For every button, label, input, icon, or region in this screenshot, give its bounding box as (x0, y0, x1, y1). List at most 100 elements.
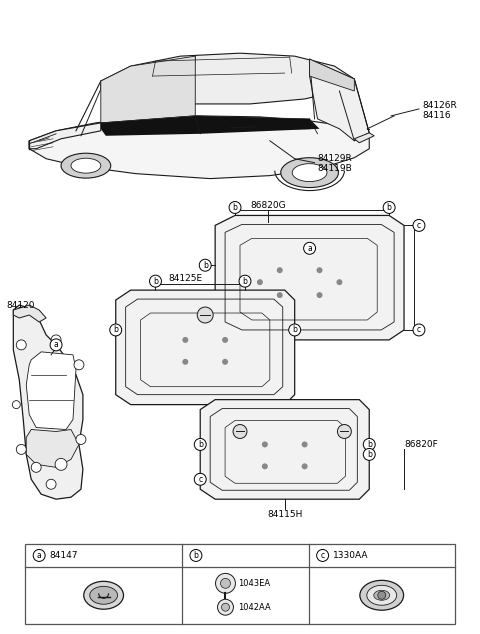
Text: 84120: 84120 (6, 301, 35, 309)
Text: b: b (233, 203, 238, 212)
Polygon shape (29, 123, 101, 149)
Circle shape (55, 458, 67, 470)
Circle shape (363, 448, 375, 460)
Circle shape (413, 324, 425, 336)
Circle shape (337, 425, 351, 439)
Circle shape (182, 337, 188, 343)
Text: 84125E: 84125E (168, 274, 203, 283)
Polygon shape (310, 59, 354, 91)
Circle shape (301, 441, 308, 448)
Circle shape (190, 550, 202, 562)
Polygon shape (29, 116, 369, 179)
Text: b: b (367, 440, 372, 449)
Text: b: b (113, 325, 118, 335)
Circle shape (288, 324, 300, 336)
Text: 1042AA: 1042AA (239, 603, 271, 612)
Ellipse shape (281, 158, 338, 188)
Circle shape (202, 312, 208, 318)
Text: b: b (242, 276, 247, 286)
Polygon shape (101, 53, 354, 104)
Circle shape (76, 434, 86, 444)
Circle shape (199, 259, 211, 271)
Polygon shape (354, 133, 374, 143)
Text: b: b (292, 325, 297, 335)
Text: 1043EA: 1043EA (239, 579, 271, 588)
Text: c: c (321, 551, 324, 560)
Text: a: a (54, 340, 59, 349)
Ellipse shape (374, 590, 390, 600)
Ellipse shape (292, 164, 327, 181)
Circle shape (229, 202, 241, 214)
Circle shape (301, 463, 308, 469)
Circle shape (363, 439, 375, 450)
Circle shape (46, 479, 56, 489)
Circle shape (304, 242, 315, 254)
Text: 86820F: 86820F (404, 440, 438, 449)
Text: 84147: 84147 (49, 551, 78, 560)
Text: b: b (203, 261, 208, 269)
Polygon shape (26, 352, 76, 429)
Ellipse shape (90, 586, 118, 604)
Ellipse shape (61, 153, 111, 178)
Circle shape (221, 603, 229, 611)
Text: b: b (193, 551, 198, 560)
Text: 84129R: 84129R (318, 154, 352, 163)
Circle shape (12, 401, 20, 408)
Polygon shape (101, 56, 195, 123)
Text: a: a (307, 244, 312, 253)
Text: c: c (417, 221, 421, 230)
Circle shape (182, 359, 188, 365)
Circle shape (336, 279, 342, 285)
Polygon shape (13, 305, 46, 322)
Circle shape (110, 324, 122, 336)
Text: c: c (417, 325, 421, 335)
Circle shape (317, 550, 329, 562)
Text: a: a (37, 551, 42, 560)
Text: 1330AA: 1330AA (333, 551, 368, 560)
Circle shape (50, 339, 62, 351)
Circle shape (16, 444, 26, 455)
Polygon shape (26, 429, 79, 467)
Text: 84126R: 84126R (422, 101, 456, 110)
Circle shape (257, 279, 263, 285)
Circle shape (33, 550, 45, 562)
Circle shape (222, 359, 228, 365)
Circle shape (378, 592, 386, 599)
Text: 84116: 84116 (422, 112, 451, 120)
Circle shape (316, 292, 323, 298)
Ellipse shape (71, 158, 101, 173)
Text: b: b (153, 276, 158, 286)
Circle shape (217, 599, 233, 615)
Circle shape (222, 337, 228, 343)
Circle shape (239, 275, 251, 287)
Circle shape (277, 292, 283, 298)
Circle shape (194, 439, 206, 450)
Circle shape (31, 462, 41, 472)
Circle shape (194, 474, 206, 485)
Circle shape (383, 202, 395, 214)
Circle shape (220, 578, 230, 588)
Circle shape (262, 441, 268, 448)
Text: 84115H: 84115H (267, 510, 302, 519)
Circle shape (277, 267, 283, 273)
Polygon shape (13, 305, 83, 499)
Ellipse shape (84, 581, 123, 609)
Polygon shape (310, 59, 369, 141)
Polygon shape (101, 116, 320, 136)
Circle shape (74, 360, 84, 370)
Text: 84119B: 84119B (318, 164, 352, 173)
Circle shape (16, 340, 26, 350)
Text: b: b (387, 203, 392, 212)
Circle shape (216, 573, 235, 593)
Circle shape (316, 267, 323, 273)
Text: b: b (198, 440, 203, 449)
Ellipse shape (367, 585, 396, 605)
Text: c: c (198, 475, 202, 484)
Bar (25, 544, 455, 624)
Circle shape (233, 425, 247, 439)
Polygon shape (101, 116, 310, 131)
Circle shape (51, 335, 61, 345)
Text: b: b (367, 450, 372, 459)
Text: 86820G: 86820G (250, 201, 286, 210)
Circle shape (150, 275, 161, 287)
